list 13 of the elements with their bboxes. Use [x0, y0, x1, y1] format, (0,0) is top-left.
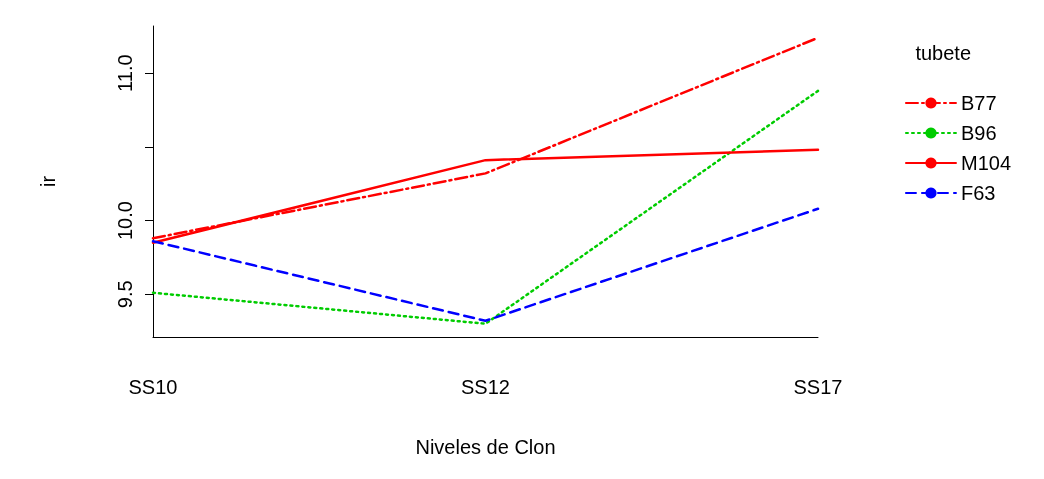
y-axis-title: ir: [37, 175, 59, 188]
x-axis-title: Niveles de Clon: [415, 436, 556, 458]
legend-title: tubete: [915, 42, 971, 64]
legend-label: B77: [960, 92, 997, 114]
legend-label: F63: [960, 182, 996, 204]
x-tick-label: SS12: [461, 376, 510, 398]
legend-label: M104: [960, 152, 1011, 174]
y-tick-label: 11.0: [114, 54, 136, 92]
y-tick-label: 10.0: [114, 201, 136, 241]
x-tick-label: SS17: [793, 376, 843, 398]
legend-label: B96: [960, 122, 997, 144]
y-tick-label: 9.5: [114, 280, 136, 309]
x-tick-label: SS10: [128, 376, 178, 398]
